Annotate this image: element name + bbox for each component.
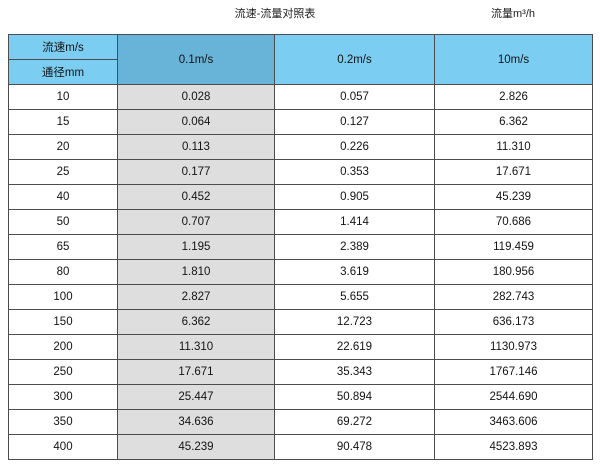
table-row: 25 0.177 0.353 17.671 <box>8 159 593 185</box>
cell-flow-1: 0.353 <box>274 159 435 185</box>
cell-flow-1: 0.905 <box>274 184 435 210</box>
table-row: 80 1.810 3.619 180.956 <box>8 259 593 285</box>
cell-flow-1: 5.655 <box>274 284 435 310</box>
table-row: 250 17.671 35.343 1767.146 <box>8 359 593 385</box>
cell-flow-1: 1.414 <box>274 209 435 235</box>
cell-flow-0: 6.362 <box>117 309 275 335</box>
cell-flow-0: 45.239 <box>117 434 275 460</box>
cell-flow-0: 2.827 <box>117 284 275 310</box>
cell-flow-0: 25.447 <box>117 384 275 410</box>
cell-flow-0: 0.707 <box>117 209 275 235</box>
table-row: 400 45.239 90.478 4523.893 <box>8 434 593 460</box>
cell-flow-2: 180.956 <box>434 259 593 285</box>
cell-flow-2: 2.826 <box>434 84 593 110</box>
cell-flow-2: 4523.893 <box>434 434 593 460</box>
cell-diameter: 10 <box>8 84 118 110</box>
cell-flow-1: 3.619 <box>274 259 435 285</box>
cell-flow-0: 0.452 <box>117 184 275 210</box>
cell-flow-2: 636.173 <box>434 309 593 335</box>
cell-flow-2: 1130.973 <box>434 334 593 360</box>
cell-flow-0: 17.671 <box>117 359 275 385</box>
table-row: 65 1.195 2.389 119.459 <box>8 234 593 260</box>
cell-flow-2: 1767.146 <box>434 359 593 385</box>
cell-flow-1: 12.723 <box>274 309 435 335</box>
cell-flow-1: 2.389 <box>274 234 435 260</box>
cell-flow-0: 0.028 <box>117 84 275 110</box>
cell-flow-2: 17.671 <box>434 159 593 185</box>
header-velocity-10: 10m/s <box>434 34 593 85</box>
flow-rate-table-container: 流速m/s 0.1m/s 0.2m/s 10m/s 通径mm 10 0.028 0.… <box>8 34 593 460</box>
table-body: 10 0.028 0.057 2.826 15 0.064 0.127 6.362 20 0.11… <box>8 84 593 460</box>
cell-flow-2: 3463.606 <box>434 409 593 435</box>
cell-flow-0: 0.177 <box>117 159 275 185</box>
cell-diameter: 25 <box>8 159 118 185</box>
cell-diameter: 250 <box>8 359 118 385</box>
cell-flow-1: 35.343 <box>274 359 435 385</box>
cell-diameter: 150 <box>8 309 118 335</box>
header-velocity-label: 流速m/s <box>8 34 118 60</box>
cell-diameter: 50 <box>8 209 118 235</box>
cell-flow-0: 0.064 <box>117 109 275 135</box>
title-bar: 流速-流量对照表 流量m³/h <box>0 0 600 34</box>
header-velocity-0-2: 0.2m/s <box>274 34 435 85</box>
cell-flow-2: 119.459 <box>434 234 593 260</box>
cell-flow-0: 11.310 <box>117 334 275 360</box>
table-row: 40 0.452 0.905 45.239 <box>8 184 593 210</box>
cell-flow-0: 1.810 <box>117 259 275 285</box>
cell-diameter: 20 <box>8 134 118 160</box>
cell-flow-2: 282.743 <box>434 284 593 310</box>
cell-diameter: 80 <box>8 259 118 285</box>
cell-flow-0: 0.113 <box>117 134 275 160</box>
header-velocity-0-1: 0.1m/s <box>117 34 275 85</box>
cell-diameter: 100 <box>8 284 118 310</box>
table-row: 10 0.028 0.057 2.826 <box>8 84 593 110</box>
cell-diameter: 65 <box>8 234 118 260</box>
cell-diameter: 40 <box>8 184 118 210</box>
cell-flow-0: 1.195 <box>117 234 275 260</box>
cell-flow-0: 34.636 <box>117 409 275 435</box>
header-row-bottom: 通径mm <box>8 59 593 85</box>
cell-flow-1: 0.226 <box>274 134 435 160</box>
table-row: 350 34.636 69.272 3463.606 <box>8 409 593 435</box>
table-header: 流速m/s 0.1m/s 0.2m/s 10m/s 通径mm <box>8 34 593 85</box>
page-title: 流速-流量对照表 <box>234 8 316 20</box>
unit-label: 流量m³/h <box>491 8 535 20</box>
table-row: 300 25.447 50.894 2544.690 <box>8 384 593 410</box>
table-row: 20 0.113 0.226 11.310 <box>8 134 593 160</box>
cell-diameter: 350 <box>8 409 118 435</box>
cell-flow-1: 0.127 <box>274 109 435 135</box>
flow-rate-table: 流速m/s 0.1m/s 0.2m/s 10m/s 通径mm 10 0.028 0.… <box>8 34 593 460</box>
cell-flow-2: 6.362 <box>434 109 593 135</box>
cell-diameter: 15 <box>8 109 118 135</box>
cell-flow-1: 0.057 <box>274 84 435 110</box>
cell-flow-1: 22.619 <box>274 334 435 360</box>
table-row: 150 6.362 12.723 636.173 <box>8 309 593 335</box>
cell-flow-2: 45.239 <box>434 184 593 210</box>
table-row: 15 0.064 0.127 6.362 <box>8 109 593 135</box>
cell-flow-2: 11.310 <box>434 134 593 160</box>
cell-flow-1: 50.894 <box>274 384 435 410</box>
cell-flow-2: 70.686 <box>434 209 593 235</box>
cell-flow-1: 69.272 <box>274 409 435 435</box>
table-row: 50 0.707 1.414 70.686 <box>8 209 593 235</box>
cell-diameter: 200 <box>8 334 118 360</box>
header-row-top: 流速m/s 0.1m/s 0.2m/s 10m/s <box>8 34 593 85</box>
table-row: 200 11.310 22.619 1130.973 <box>8 334 593 360</box>
header-diameter-label: 通径mm <box>8 59 118 85</box>
cell-diameter: 300 <box>8 384 118 410</box>
cell-flow-1: 90.478 <box>274 434 435 460</box>
cell-flow-2: 2544.690 <box>434 384 593 410</box>
table-row: 100 2.827 5.655 282.743 <box>8 284 593 310</box>
cell-diameter: 400 <box>8 434 118 460</box>
